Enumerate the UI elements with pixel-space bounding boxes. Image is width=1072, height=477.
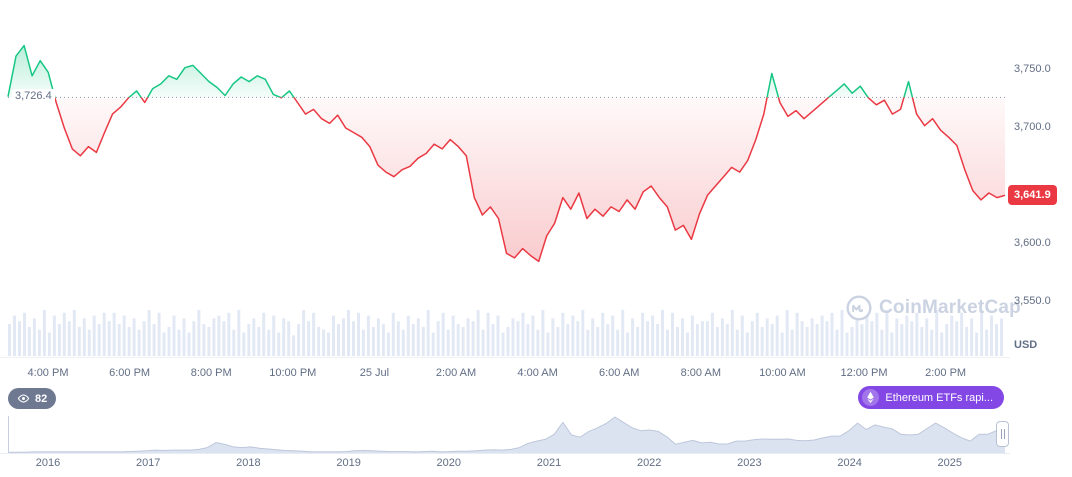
navigator-area-chart [0,416,1010,454]
watch-count-badge[interactable]: 82 [8,388,57,409]
news-ticker-text: Ethereum ETFs rapi... [885,391,993,404]
year-axis-label: 2025 [937,457,963,469]
y-axis-label: 3,750.0 [1014,63,1051,75]
ethereum-icon [862,389,880,406]
navigator-year-axis: 2016 2017 2018 2019 2020 2021 2022 2023 2024 2025 [0,457,1010,471]
year-axis-label: 2017 [135,457,161,469]
range-navigator[interactable] [0,414,1010,454]
x-axis-label: 8:00 AM [680,367,721,379]
year-axis-label: 2018 [236,457,261,469]
x-axis-label: 10:00 AM [759,367,806,379]
navigator-right-handle[interactable] [996,421,1009,447]
handle-grip [1003,429,1005,439]
price-line-down-segment [54,97,1006,263]
price-area-above-baseline [8,45,1005,98]
price-chart[interactable] [0,0,1010,360]
baseline-price-label: 3,726.4 [12,89,55,104]
currency-label: USD [1014,339,1038,351]
x-axis-label: 25 Jul [359,367,390,379]
x-axis-label: 10:00 PM [269,367,317,379]
handle-grip [1000,429,1002,439]
year-axis-label: 2024 [837,457,862,469]
watermark-label: CoinMarketCap [879,297,1021,318]
x-axis-label: 12:00 PM [840,367,888,379]
x-axis-label: 2:00 PM [925,367,967,379]
x-axis-label: 2:00 AM [435,367,477,379]
volume-bars [8,310,1003,356]
coinmarketcap-watermark: CoinMarketCap [846,295,1021,321]
x-axis-label: 6:00 AM [599,367,640,379]
y-axis-label: 3,550.0 [1014,295,1051,307]
y-axis-label: 3,700.0 [1014,121,1051,133]
news-ticker-pill[interactable]: Ethereum ETFs rapi... [858,386,1004,409]
coinmarketcap-logo-icon [846,295,872,321]
year-axis-label: 2020 [436,457,462,469]
x-axis: 4:00 PM 6:00 PM 8:00 PM 10:00 PM 25 Jul 2:00 … [0,367,1010,383]
eye-icon [17,394,30,403]
x-axis-label: 8:00 PM [190,367,232,379]
year-axis-label: 2016 [35,457,61,469]
y-axis-label: 3,600.0 [1014,237,1051,249]
x-axis-label: 6:00 PM [109,367,151,379]
year-axis-label: 2023 [737,457,762,469]
year-axis-label: 2019 [336,457,361,469]
current-price-badge: 3,641.9 [1008,185,1057,206]
price-area-below-baseline [54,97,1005,262]
x-axis-label: 4:00 PM [27,367,69,379]
x-axis-label: 4:00 AM [517,367,558,379]
year-axis-label: 2022 [636,457,662,469]
year-axis-label: 2021 [536,457,562,469]
price-line-up-segment [7,44,914,98]
watch-count-value: 82 [35,392,48,405]
